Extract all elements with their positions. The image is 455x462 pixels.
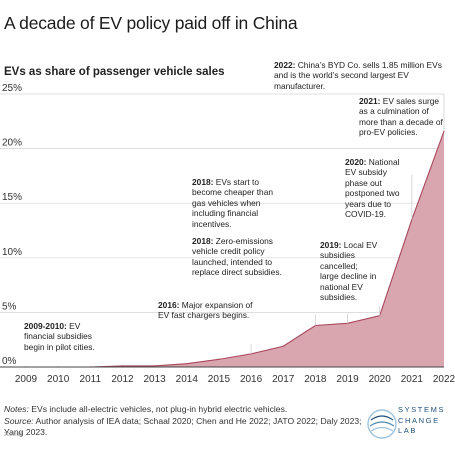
x-tick-label: 2017	[272, 374, 295, 385]
area-chart: 0% 5% 10% 15% 20% 25% 2009 2010 2011 2012 2013 2014…	[0, 83, 455, 385]
x-tick-label: 2015	[208, 374, 231, 385]
x-tick-label: 2018	[304, 374, 327, 385]
data-point	[154, 365, 156, 367]
x-tick-label: 2020	[369, 374, 392, 385]
data-point	[121, 365, 124, 367]
x-tick-label: 2011	[80, 374, 102, 385]
x-tick-label: 2022	[433, 374, 455, 385]
y-tick-label: 25%	[2, 83, 22, 94]
notes-line: Notes: EVs include all-electric vehicles…	[4, 404, 288, 414]
x-tick-label: 2012	[111, 374, 134, 385]
x-tick-label: 2019	[336, 374, 359, 385]
data-point	[186, 363, 188, 365]
x-tick-label: 2010	[47, 374, 70, 385]
annotation-2020: 2020: National EV subsidy phase out post…	[345, 157, 400, 220]
y-tick-label: 10%	[2, 247, 22, 258]
chart-subtitle: EVs as share of passenger vehicle sales	[4, 66, 225, 78]
x-tick-label: 2016	[240, 374, 263, 385]
annotation-2021: 2021: EV sales surge as a culmination of…	[359, 96, 443, 138]
area-fill	[26, 131, 444, 367]
logo-line-3: LAB	[398, 426, 417, 435]
annotation-2019: 2019: Local EV subsidies cancelled; larg…	[320, 240, 378, 303]
chart-notes: Notes: EVs include all-electric vehicles…	[4, 404, 364, 439]
y-tick-label: 5%	[2, 301, 17, 312]
x-tick-label: 2021	[401, 374, 424, 385]
annotation-2016-chargers: 2016: Major expansion of EV fast charger…	[158, 300, 253, 321]
logo-line-1: SYSTEMS	[398, 405, 446, 414]
chart-code: 2023.08	[4, 432, 23, 438]
annotation-2018-cheaper: 2018: EVs start to become cheaper than g…	[192, 177, 274, 229]
y-tick-label: 20%	[2, 138, 22, 149]
annotation-2022: 2022: China’s BYD Co. sells 1.85 million…	[274, 60, 442, 91]
data-point	[218, 358, 220, 360]
logo-line-2: CHANGE	[398, 415, 440, 425]
annotation-2009-2010: 2009-2010: EV financial subsidies begin …	[24, 321, 95, 352]
annotation-2018-zev-credit: 2018: Zero-emissions vehicle credit poli…	[192, 236, 282, 278]
systems-change-lab-logo-icon	[367, 409, 397, 439]
x-tick-label: 2009	[15, 374, 38, 385]
y-tick-label: 0%	[2, 356, 17, 367]
chart-title: A decade of EV policy paid off in China	[4, 13, 298, 33]
source-line: Source: Author analysis of IEA data; Sch…	[4, 415, 362, 438]
logo-text: SYSTEMS CHANGE LAB	[398, 405, 445, 437]
data-point	[282, 345, 284, 347]
x-tick-label: 2013	[143, 374, 166, 385]
y-tick-label: 15%	[2, 192, 22, 203]
x-tick-label: 2014	[176, 374, 199, 385]
